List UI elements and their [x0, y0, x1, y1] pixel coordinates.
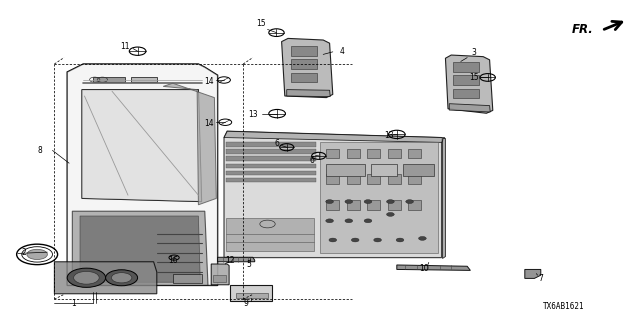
Bar [388, 174, 401, 184]
Circle shape [364, 219, 372, 223]
Polygon shape [218, 257, 255, 262]
Bar [326, 174, 339, 184]
Text: 12: 12 [226, 256, 235, 265]
Bar [408, 149, 421, 158]
Polygon shape [442, 138, 445, 258]
Circle shape [419, 236, 426, 240]
Circle shape [374, 238, 381, 242]
Bar [226, 178, 316, 182]
Circle shape [67, 268, 106, 287]
Circle shape [396, 238, 404, 242]
Bar [226, 164, 316, 168]
Bar [131, 77, 157, 82]
Polygon shape [224, 131, 442, 258]
Bar [453, 75, 479, 85]
Text: 7: 7 [538, 274, 543, 283]
Polygon shape [525, 269, 541, 278]
Bar [326, 164, 365, 176]
Bar [226, 171, 316, 175]
Bar [226, 142, 316, 147]
Text: 6: 6 [310, 156, 315, 164]
Text: 14: 14 [204, 77, 214, 86]
Polygon shape [397, 265, 470, 270]
Circle shape [111, 273, 132, 283]
Text: 8: 8 [37, 146, 42, 155]
Bar [213, 275, 226, 282]
Polygon shape [173, 274, 202, 283]
Circle shape [27, 249, 47, 260]
Polygon shape [449, 104, 490, 112]
Text: TX6AB1621: TX6AB1621 [542, 302, 584, 311]
Bar [291, 59, 317, 69]
Bar [388, 149, 401, 158]
Text: 14: 14 [204, 119, 214, 128]
Polygon shape [320, 142, 438, 253]
Polygon shape [287, 90, 330, 97]
Bar [367, 149, 380, 158]
Polygon shape [72, 211, 208, 285]
Bar [408, 200, 421, 210]
Bar [367, 174, 380, 184]
Circle shape [406, 200, 413, 204]
Text: 2: 2 [22, 248, 27, 257]
Bar [93, 77, 125, 82]
Text: 5: 5 [246, 260, 251, 269]
Circle shape [329, 238, 337, 242]
Text: 16: 16 [168, 256, 178, 265]
Circle shape [345, 219, 353, 223]
Polygon shape [67, 64, 218, 285]
Circle shape [326, 219, 333, 223]
Circle shape [364, 200, 372, 204]
Text: 4: 4 [340, 47, 345, 56]
Polygon shape [163, 83, 216, 205]
Bar [226, 156, 316, 161]
Text: 1: 1 [71, 299, 76, 308]
Text: 6: 6 [274, 139, 279, 148]
Bar [367, 200, 380, 210]
Polygon shape [226, 218, 314, 251]
Polygon shape [80, 216, 200, 282]
Bar [291, 46, 317, 56]
Text: 15: 15 [256, 19, 266, 28]
Bar [347, 149, 360, 158]
Bar [326, 200, 339, 210]
Circle shape [387, 212, 394, 216]
Polygon shape [282, 38, 333, 98]
Polygon shape [82, 90, 202, 202]
Text: 9: 9 [244, 300, 249, 308]
Bar [347, 174, 360, 184]
Bar [453, 62, 479, 72]
Circle shape [345, 200, 353, 204]
Circle shape [351, 238, 359, 242]
Text: 13: 13 [248, 110, 258, 119]
Bar [453, 89, 479, 98]
Polygon shape [445, 55, 493, 113]
Circle shape [106, 270, 138, 286]
Circle shape [74, 271, 99, 284]
Polygon shape [224, 131, 445, 142]
Circle shape [387, 200, 394, 204]
Circle shape [326, 200, 333, 204]
Bar [291, 73, 317, 82]
Bar [326, 149, 339, 158]
Polygon shape [230, 285, 272, 301]
Bar [388, 200, 401, 210]
Polygon shape [211, 264, 229, 285]
Text: 3: 3 [471, 48, 476, 57]
Bar [403, 164, 434, 176]
Polygon shape [54, 262, 157, 294]
Text: 13: 13 [384, 131, 394, 140]
Bar [371, 164, 397, 176]
Text: 10: 10 [419, 264, 429, 273]
Bar [226, 149, 316, 154]
Text: 11: 11 [121, 42, 130, 51]
Bar [347, 200, 360, 210]
Text: FR.: FR. [572, 23, 593, 36]
Text: 15: 15 [469, 73, 479, 82]
Bar [408, 174, 421, 184]
Bar [236, 293, 268, 298]
